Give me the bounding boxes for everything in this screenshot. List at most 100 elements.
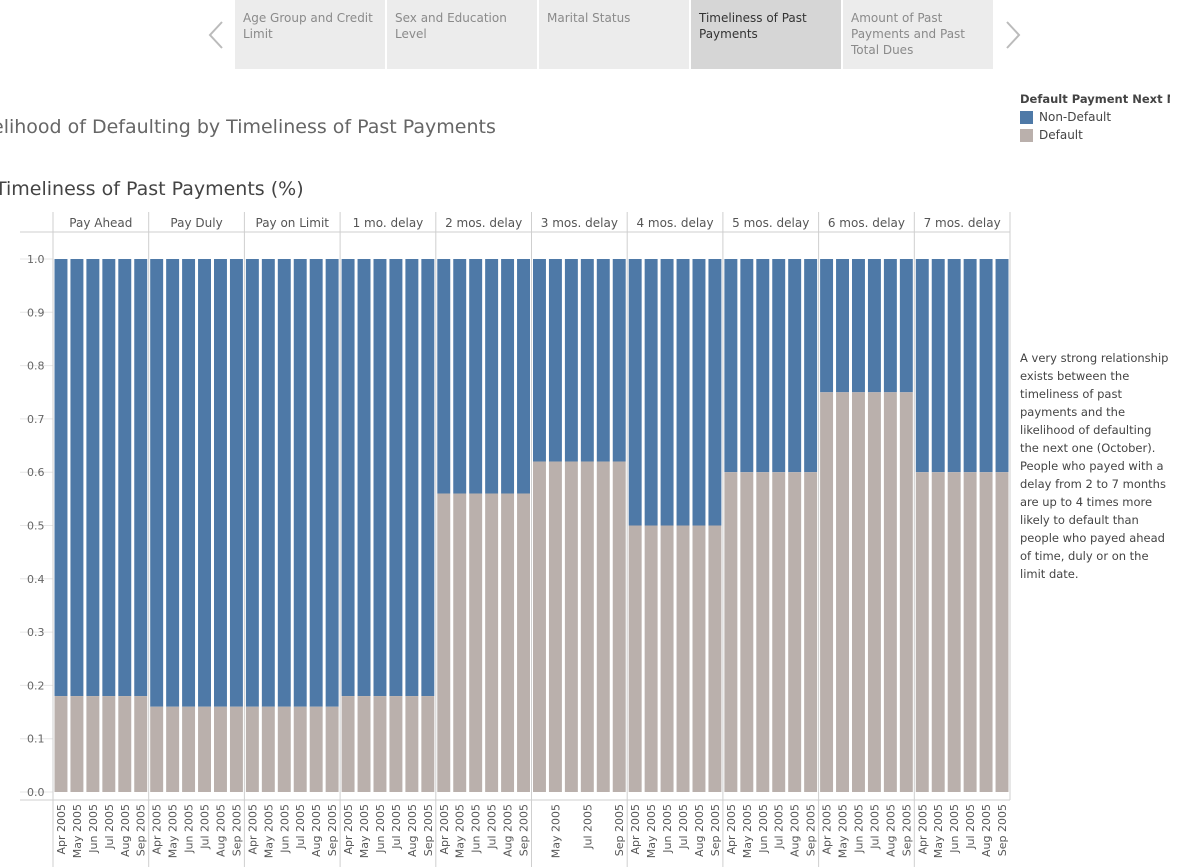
tab-timeliness-past-payments[interactable]: Timeliness of Past Payments bbox=[691, 0, 841, 69]
bar-non-default bbox=[389, 259, 403, 697]
panel-header-label: 3 mos. delay bbox=[541, 216, 618, 230]
tab-age-group-credit-limit[interactable]: Age Group and Credit Limit bbox=[235, 0, 385, 69]
bar-default bbox=[947, 472, 961, 792]
bar-default bbox=[596, 461, 610, 792]
x-tick-label: Sep 2005 bbox=[613, 804, 626, 856]
panel-header-label: 2 mos. delay bbox=[445, 216, 522, 230]
bar-default bbox=[963, 472, 977, 792]
dashboard-title: elihood of Defaulting by Timeliness of P… bbox=[0, 116, 496, 138]
bar-default bbox=[517, 493, 530, 792]
x-tick-label: Aug 2005 bbox=[693, 804, 706, 857]
bar-non-default bbox=[612, 259, 626, 462]
x-tick-label: Sep 2005 bbox=[230, 804, 243, 856]
x-tick-label: Jun 2005 bbox=[948, 804, 961, 854]
bar-default bbox=[772, 472, 786, 792]
x-tick-label: Aug 2005 bbox=[980, 804, 993, 857]
bar-default bbox=[134, 696, 148, 792]
x-tick-label: Sep 2005 bbox=[900, 804, 913, 856]
x-tick-label: Sep 2005 bbox=[518, 804, 531, 856]
bar-non-default bbox=[692, 259, 706, 526]
x-tick-label: Jun 2005 bbox=[757, 804, 770, 854]
bar-default bbox=[867, 392, 881, 792]
x-tick-label: Jun 2005 bbox=[661, 804, 674, 854]
bar-default bbox=[261, 706, 275, 792]
chevron-left-icon[interactable] bbox=[202, 18, 232, 52]
x-tick-label: Sep 2005 bbox=[422, 804, 435, 856]
legend[interactable]: Default Payment Next M... Non-Default De… bbox=[1020, 92, 1170, 142]
bar-non-default bbox=[70, 259, 84, 697]
bar-non-default bbox=[261, 259, 275, 707]
x-tick-label: Jul 2005 bbox=[486, 804, 499, 850]
bar-non-default bbox=[883, 259, 897, 393]
bar-default bbox=[788, 472, 802, 792]
x-tick-label: May 2005 bbox=[454, 804, 467, 858]
panel-header-label: 1 mo. delay bbox=[353, 216, 424, 230]
bar-non-default bbox=[357, 259, 371, 697]
bar-default bbox=[182, 706, 196, 792]
x-tick-label: Apr 2005 bbox=[629, 804, 642, 855]
legend-label: Default bbox=[1039, 128, 1083, 142]
bar-non-default bbox=[820, 259, 834, 393]
legend-item-non-default[interactable]: Non-Default bbox=[1020, 110, 1170, 124]
bar-default bbox=[628, 525, 642, 792]
bar-non-default bbox=[166, 259, 180, 707]
bar-non-default bbox=[341, 259, 355, 697]
bar-non-default bbox=[772, 259, 786, 473]
chevron-right-icon[interactable] bbox=[997, 18, 1027, 52]
bar-default bbox=[453, 493, 467, 792]
y-tick-label: 0.9 bbox=[27, 306, 45, 319]
bar-non-default bbox=[102, 259, 116, 697]
bar-default bbox=[708, 525, 722, 792]
bar-non-default bbox=[86, 259, 100, 697]
x-tick-label: Sep 2005 bbox=[996, 804, 1009, 856]
bar-non-default bbox=[756, 259, 770, 473]
bar-default bbox=[852, 392, 865, 792]
bar-default bbox=[102, 696, 116, 792]
x-tick-label: Aug 2005 bbox=[119, 804, 132, 857]
bar-non-default bbox=[325, 259, 339, 707]
tab-marital-status[interactable]: Marital Status bbox=[539, 0, 689, 69]
x-tick-label: Jul 2005 bbox=[199, 804, 212, 850]
bar-non-default bbox=[931, 259, 945, 473]
x-tick-label: Jul 2005 bbox=[677, 804, 690, 850]
x-tick-label: Jun 2005 bbox=[278, 804, 291, 854]
bar-non-default bbox=[437, 259, 451, 494]
annotation-text: A very strong relationship exists betwee… bbox=[1020, 351, 1169, 581]
y-tick-label: 0.0 bbox=[27, 786, 45, 799]
bar-non-default bbox=[676, 259, 690, 526]
tab-amount-past-payments[interactable]: Amount of Past Payments and Past Total D… bbox=[843, 0, 993, 69]
panel-header-label: Pay Duly bbox=[170, 216, 222, 230]
bar-default bbox=[692, 525, 706, 792]
legend-item-default[interactable]: Default bbox=[1020, 128, 1170, 142]
x-tick-label: Jun 2005 bbox=[470, 804, 483, 854]
bar-non-default bbox=[501, 259, 515, 494]
bar-default bbox=[676, 525, 690, 792]
tab-sex-education-level[interactable]: Sex and Education Level bbox=[387, 0, 537, 69]
x-tick-label: Aug 2005 bbox=[502, 804, 515, 857]
bar-non-default bbox=[198, 259, 211, 707]
bar-default bbox=[229, 706, 243, 792]
bar-default bbox=[548, 461, 562, 792]
bar-non-default bbox=[644, 259, 658, 526]
bar-non-default bbox=[628, 259, 642, 526]
x-tick-label: May 2005 bbox=[645, 804, 658, 858]
x-tick-label: Apr 2005 bbox=[55, 804, 68, 855]
bar-non-default bbox=[740, 259, 754, 473]
x-tick-label: Apr 2005 bbox=[438, 804, 451, 855]
y-tick-label: 0.2 bbox=[27, 679, 45, 692]
panel-header-label: 7 mos. delay bbox=[924, 216, 1001, 230]
bar-non-default bbox=[596, 259, 610, 462]
bar-non-default bbox=[660, 259, 674, 526]
x-tick-label: May 2005 bbox=[837, 804, 850, 858]
bar-non-default bbox=[54, 259, 68, 697]
x-tick-label: Apr 2005 bbox=[342, 804, 355, 855]
bar-default bbox=[437, 493, 451, 792]
bar-non-default bbox=[979, 259, 993, 473]
bar-default bbox=[357, 696, 371, 792]
y-tick-label: 0.6 bbox=[27, 466, 45, 479]
bar-default bbox=[70, 696, 84, 792]
y-tick-label: 0.4 bbox=[27, 573, 45, 586]
bar-default bbox=[915, 472, 929, 792]
legend-title: Default Payment Next M... bbox=[1020, 92, 1170, 106]
legend-swatch bbox=[1020, 128, 1033, 142]
